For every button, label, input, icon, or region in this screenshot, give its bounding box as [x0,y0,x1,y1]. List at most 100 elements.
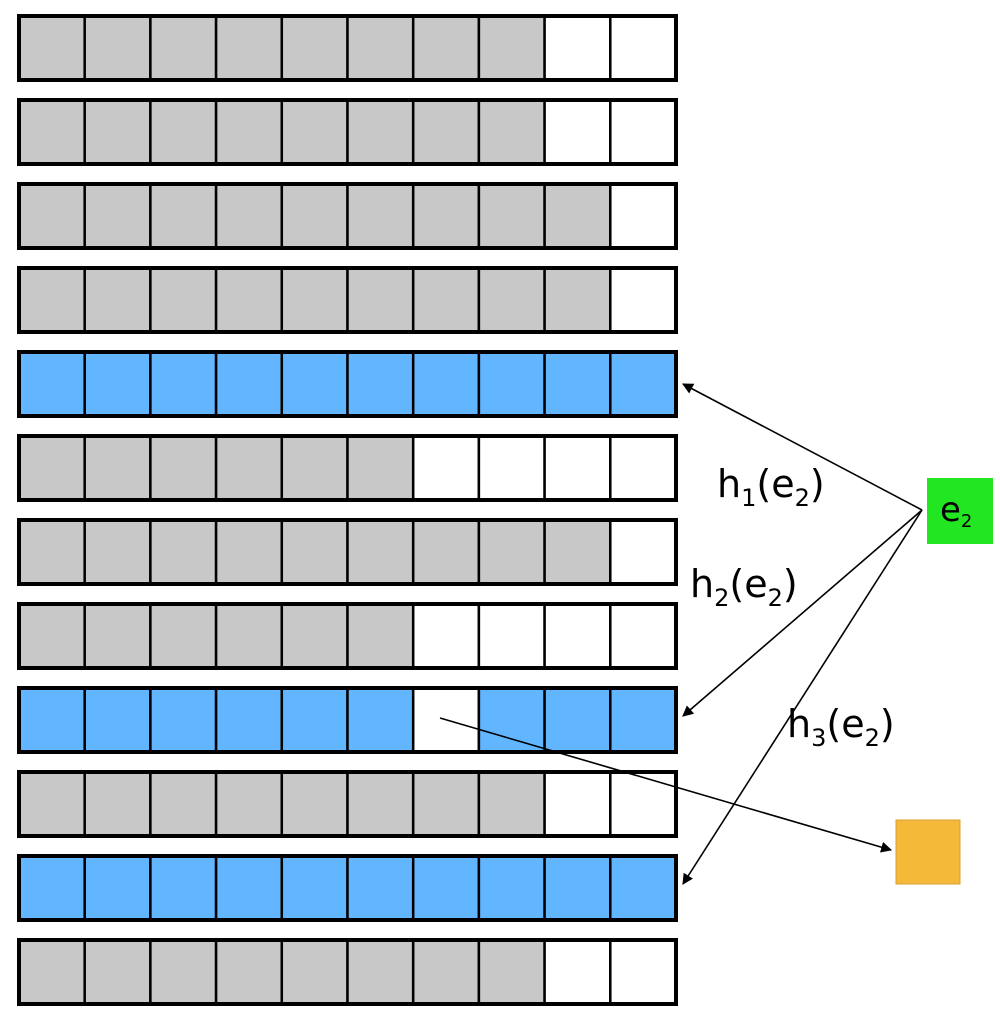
bucket-row-frame [17,686,678,754]
bucket-row [17,938,678,1006]
bucket-row [17,518,678,586]
bucket-row-frame [17,14,678,82]
bucket-slot-empty [543,14,612,82]
bucket-slot-highlight [411,350,481,418]
bucket-slot-empty [477,434,546,502]
bucket-slot-empty [543,938,612,1006]
arrow-h1 [682,383,923,511]
bucket-slot-filled [214,182,284,250]
bucket-slot-filled [83,14,152,82]
bucket-row [17,98,678,166]
bucket-slot-empty [609,770,678,838]
bucket-slot-filled [543,266,612,334]
bucket-table [17,14,678,1006]
bucket-slot-highlight [83,350,152,418]
bucket-slot-filled [280,770,349,838]
bucket-slot-empty [477,602,546,670]
bucket-slot-filled [83,182,152,250]
bucket-slot-filled [543,518,612,586]
bucket-slot-filled [346,602,415,670]
bucket-slot-filled [346,98,415,166]
bucket-slot-filled [17,98,86,166]
bucket-slot-filled [214,770,284,838]
bucket-slot-highlight [543,854,612,922]
bucket-slot-highlight [477,350,546,418]
bucket-slot-filled [149,434,218,502]
bucket-slot-filled [280,518,349,586]
bucket-slot-filled [83,518,152,586]
bucket-slot-empty [609,14,678,82]
bucket-slot-filled [280,182,349,250]
bucket-slot-empty [609,938,678,1006]
bucket-slot-highlight [214,350,284,418]
bucket-slot-filled [411,14,481,82]
bucket-slot-filled [149,602,218,670]
bucket-slot-empty [609,182,678,250]
bucket-slot-filled [83,602,152,670]
hash-label-2: h2(e2) [690,562,798,612]
bucket-slot-filled [280,14,349,82]
hash-label-3: h3(e2) [787,702,895,752]
bucket-slot-highlight [149,686,218,754]
bucket-row [17,686,678,754]
bucket-row-frame [17,434,678,502]
bucket-slot-filled [214,98,284,166]
bucket-row [17,434,678,502]
bucket-slot-filled [17,14,86,82]
bucket-slot-filled [411,938,481,1006]
bucket-slot-filled [411,770,481,838]
bucket-slot-highlight [609,854,678,922]
bucket-slot-filled [214,938,284,1006]
bucket-slot-highlight [214,854,284,922]
element-box [927,478,993,544]
bucket-slot-filled [17,266,86,334]
bucket-slot-highlight [83,854,152,922]
bucket-slot-highlight [411,854,481,922]
bucket-slot-filled [346,182,415,250]
bucket-slot-filled [411,266,481,334]
arrow-h3 [682,509,923,885]
bucket-slot-filled [17,434,86,502]
bucket-slot-highlight [346,854,415,922]
bucket-row-frame [17,98,678,166]
bucket-slot-filled [346,770,415,838]
bucket-slot-empty [543,98,612,166]
bucket-slot-filled [149,98,218,166]
bucket-slot-filled [149,14,218,82]
bucket-slot-filled [214,602,284,670]
bucket-slot-highlight [149,350,218,418]
bucket-slot-highlight [477,854,546,922]
bucket-slot-highlight [346,350,415,418]
bucket-slot-highlight [609,350,678,418]
bucket-row-frame [17,518,678,586]
bucket-slot-filled [83,770,152,838]
bucket-slot-filled [83,98,152,166]
bucket-slot-filled [477,182,546,250]
bucket-row [17,14,678,82]
bucket-slot-filled [411,182,481,250]
bucket-slot-filled [280,266,349,334]
bucket-slot-filled [346,938,415,1006]
bucket-slot-empty [411,434,481,502]
bucket-slot-highlight [17,686,86,754]
hash-arrows [439,383,923,885]
bucket-row-frame [17,350,678,418]
bucket-slot-highlight [149,854,218,922]
bucket-slot-filled [543,182,612,250]
bucket-slot-filled [477,518,546,586]
bucket-slot-filled [214,266,284,334]
bucket-slot-highlight [17,854,86,922]
bucket-row [17,770,678,838]
bucket-slot-filled [346,518,415,586]
bucket-slot-filled [83,266,152,334]
hash-label-1: h1(e2) [717,462,825,512]
bucket-slot-filled [214,14,284,82]
bucket-slot-filled [477,98,546,166]
bucket-slot-empty [609,266,678,334]
bucket-slot-empty [543,434,612,502]
element-e2: e2 [927,478,993,544]
bucket-slot-filled [149,266,218,334]
bucket-slot-filled [477,266,546,334]
bucket-slot-empty [609,434,678,502]
